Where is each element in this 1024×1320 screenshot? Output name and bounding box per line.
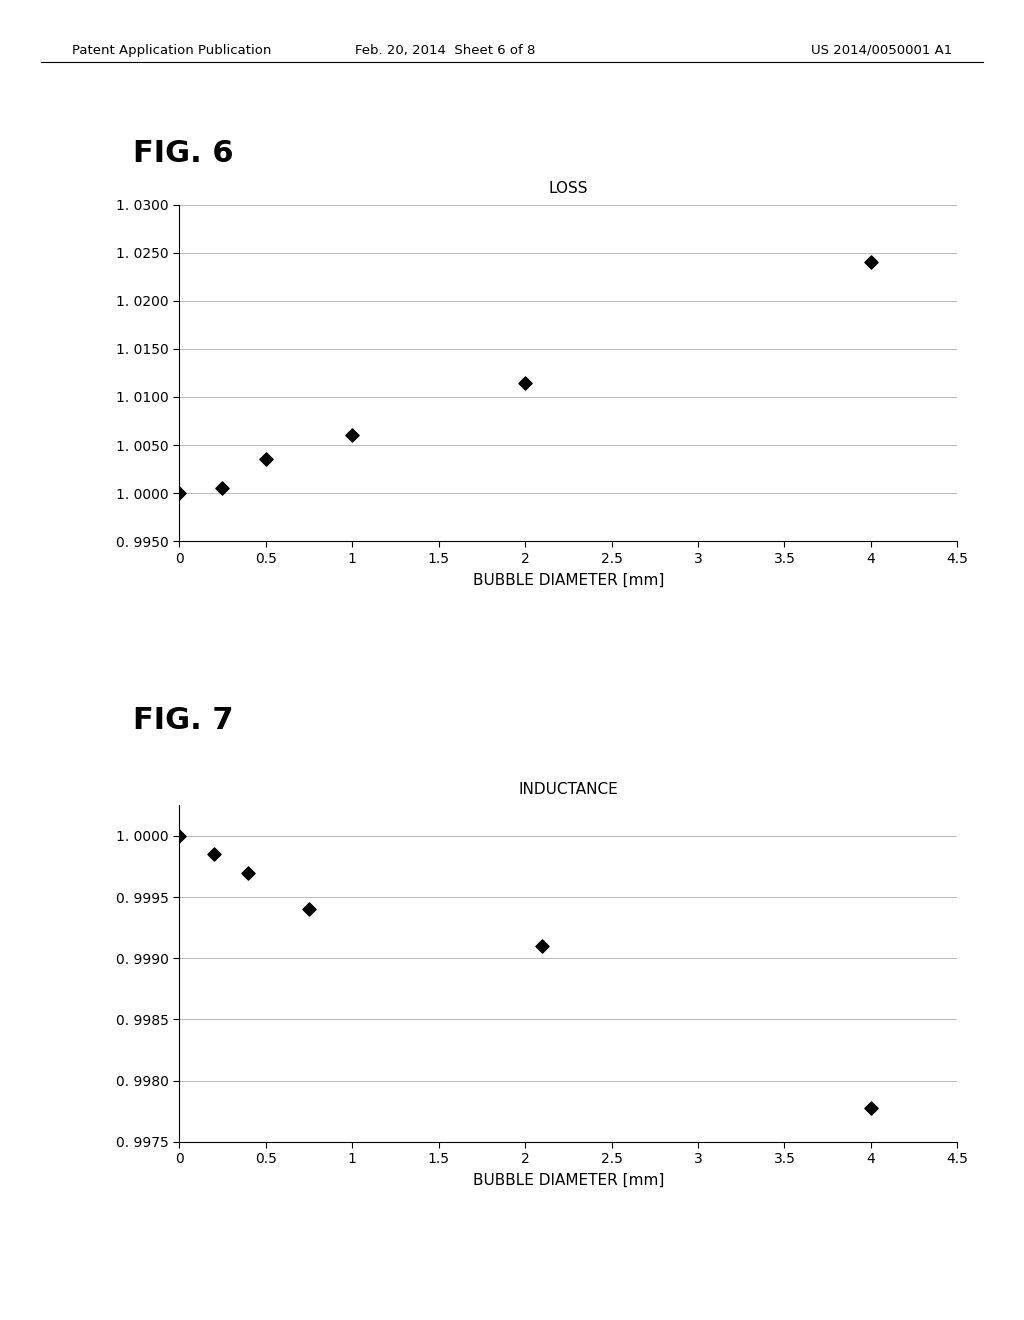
Point: [171, 483, 187, 504]
Point: [863, 1097, 880, 1118]
Title: LOSS: LOSS: [549, 181, 588, 197]
X-axis label: BUBBLE DIAMETER [mm]: BUBBLE DIAMETER [mm]: [473, 1173, 664, 1188]
X-axis label: BUBBLE DIAMETER [mm]: BUBBLE DIAMETER [mm]: [473, 573, 664, 587]
Text: Patent Application Publication: Patent Application Publication: [72, 44, 271, 57]
Point: [344, 425, 360, 446]
Point: [863, 252, 880, 273]
Text: US 2014/0050001 A1: US 2014/0050001 A1: [811, 44, 952, 57]
Text: FIG. 7: FIG. 7: [133, 706, 233, 735]
Point: [535, 936, 551, 957]
Point: [517, 372, 534, 393]
Point: [206, 843, 222, 865]
Point: [241, 862, 257, 883]
Point: [301, 899, 317, 920]
Point: [171, 825, 187, 846]
Title: INDUCTANCE: INDUCTANCE: [518, 781, 618, 797]
Text: FIG. 6: FIG. 6: [133, 139, 233, 168]
Point: [214, 478, 230, 499]
Text: Feb. 20, 2014  Sheet 6 of 8: Feb. 20, 2014 Sheet 6 of 8: [355, 44, 536, 57]
Point: [257, 449, 273, 470]
